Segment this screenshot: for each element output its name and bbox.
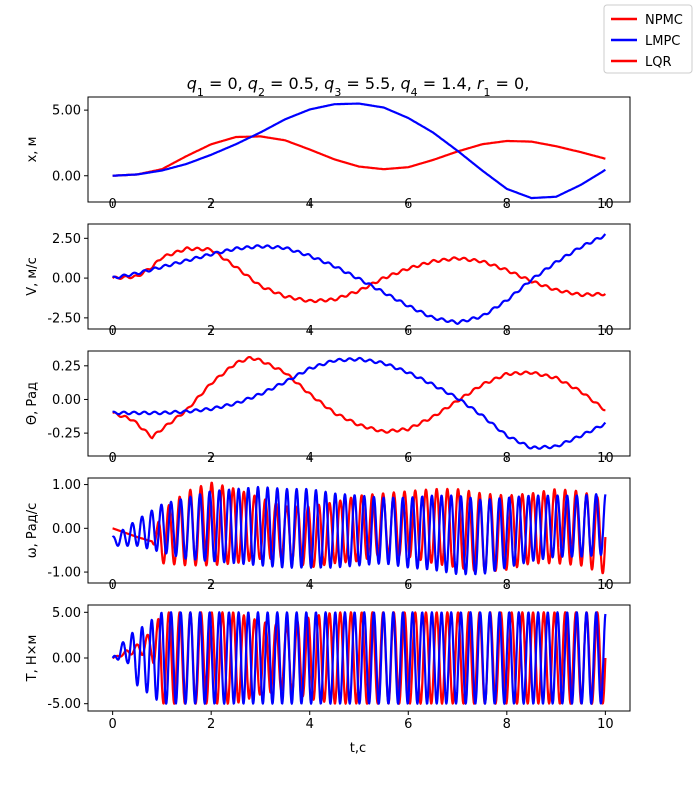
- x-tick-label: 0: [108, 451, 116, 466]
- y-axis-label-position: x, м: [25, 137, 40, 163]
- series-line-lmpc-torque: [111, 611, 607, 705]
- series-line-lmpc-position: [112, 102, 606, 200]
- x-tick-label: 8: [503, 197, 511, 212]
- y-tick-label: 2.50: [52, 232, 81, 247]
- legend-label-lqr: LQR: [645, 55, 672, 70]
- legend: NPMC LMPC LQR: [603, 4, 693, 74]
- x-tick-label: 0: [108, 578, 116, 593]
- legend-label-lmpc: LMPC: [645, 34, 680, 49]
- x-tick-label: 8: [503, 578, 511, 593]
- y-tick-label: 0.00: [52, 393, 81, 408]
- y-axis-label-angle: Θ, Рад: [25, 382, 40, 425]
- x-tick-label: 10: [597, 197, 614, 212]
- x-tick-label: 6: [404, 197, 412, 212]
- x-tick-label: 6: [404, 451, 412, 466]
- x-tick-label: 10: [597, 717, 614, 732]
- x-tick-label: 2: [207, 324, 215, 339]
- x-tick-label: 6: [404, 717, 412, 732]
- axes-frame: [87, 477, 631, 584]
- y-tick-label: 0.25: [52, 359, 81, 374]
- x-tick-label: 0: [108, 717, 116, 732]
- y-tick-label: 5.00: [52, 104, 81, 119]
- chart-title: q1 = 0, q2 = 0.5, q3 = 5.5, q4 = 1.4, r1…: [187, 74, 530, 99]
- series-line-npmc-angle: [112, 356, 606, 440]
- x-tick-label: 8: [503, 451, 511, 466]
- x-tick-label: 8: [503, 324, 511, 339]
- x-tick-label: 0: [108, 197, 116, 212]
- x-tick-label: 4: [306, 717, 314, 732]
- x-tick-label: 10: [597, 324, 614, 339]
- x-tick-label: 4: [306, 578, 314, 593]
- y-axis-label-angular-velocity: ω, Рад/с: [25, 503, 40, 558]
- y-tick-label: 0.00: [52, 272, 81, 287]
- x-axis-label: t,c: [350, 741, 366, 756]
- y-tick-label: 1.00: [52, 478, 81, 493]
- axes-frame: [87, 350, 631, 457]
- x-tick-label: 8: [503, 717, 511, 732]
- x-tick-label: 2: [207, 451, 215, 466]
- y-axis-label-torque: T, Н×м: [25, 635, 40, 683]
- x-tick-label: 4: [306, 451, 314, 466]
- y-tick-label: -0.25: [47, 427, 81, 442]
- x-tick-label: 6: [404, 578, 412, 593]
- x-tick-label: 4: [306, 197, 314, 212]
- legend-entry-lmpc: LMPC: [611, 34, 680, 49]
- x-tick-label: 2: [207, 578, 215, 593]
- y-tick-label: -5.00: [47, 697, 81, 712]
- series-line-lmpc-angular-velocity: [111, 485, 607, 576]
- subplot-torque: 0 2 4 6 8 10 -5.00 0.00 5.00 T, Н×м: [25, 604, 631, 732]
- x-tick-label: 4: [306, 324, 314, 339]
- x-tick-label: 6: [404, 324, 412, 339]
- subplot-position: 0 2 4 6 8 10 0.00 5.00 x, м: [25, 96, 631, 212]
- x-tick-label: 2: [207, 717, 215, 732]
- y-tick-label: 0.00: [52, 652, 81, 667]
- legend-label-npmc: NPMC: [645, 13, 683, 28]
- x-tick-label: 10: [597, 451, 614, 466]
- y-tick-label: 5.00: [52, 606, 81, 621]
- subplot-angular-velocity: 0 2 4 6 8 10 -1.00 0.00 1.00 ω, Рад/с: [25, 477, 631, 593]
- y-tick-label: -2.50: [47, 311, 81, 326]
- x-tick-label: 0: [108, 324, 116, 339]
- subplot-velocity: 0 2 4 6 8 10 -2.50 0.00 2.50 V, м/с: [25, 223, 631, 339]
- y-tick-label: 0.00: [52, 169, 81, 184]
- y-tick-label: 0.00: [52, 522, 81, 537]
- series-line-lmpc-angle: [112, 356, 607, 450]
- axes-frame: [87, 223, 631, 330]
- axes-frame: [87, 96, 631, 203]
- y-axis-label-velocity: V, м/с: [25, 257, 40, 296]
- legend-entry-npmc: NPMC: [611, 13, 683, 28]
- series-line-npmc-position: [112, 135, 606, 177]
- series-line-npmc-velocity: [111, 246, 607, 304]
- subplots: 0 2 4 6 8 10 0.00 5.00 x, м 0 2 4 6 8 10 -2.50 0.00 2.50 V…: [25, 96, 631, 732]
- x-tick-label: 2: [207, 197, 215, 212]
- series-line-lmpc-velocity: [112, 233, 607, 325]
- legend-entry-lqr: LQR: [611, 55, 672, 70]
- subplot-angle: 0 2 4 6 8 10 -0.25 0.00 0.25 Θ, Рад: [25, 350, 631, 466]
- x-tick-label: 10: [597, 578, 614, 593]
- y-tick-label: -1.00: [47, 566, 81, 581]
